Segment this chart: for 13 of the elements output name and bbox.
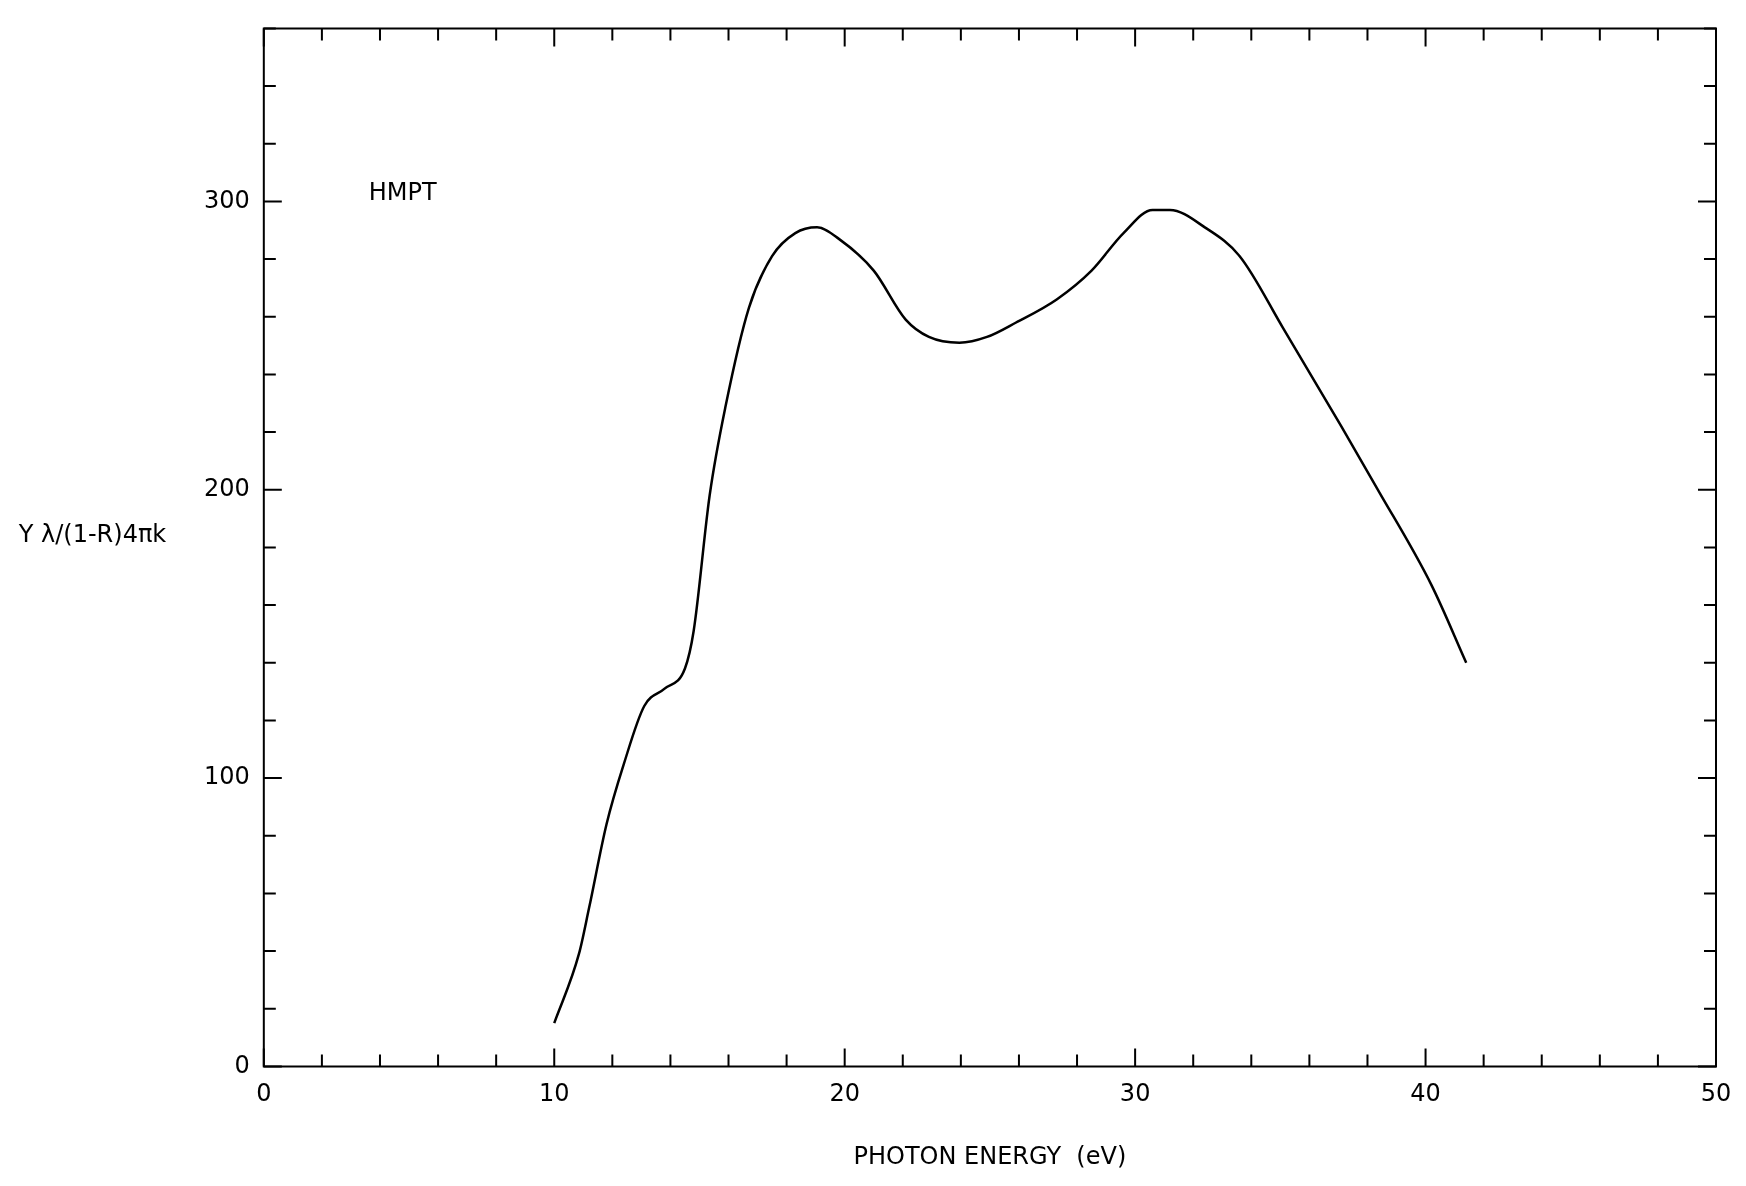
x-tick-label: 40	[1410, 1079, 1441, 1108]
y-tick-label: 300	[204, 185, 250, 214]
x-axis-title: PHOTON ENERGY (eV)	[853, 1141, 1127, 1170]
y-tick-label: 100	[204, 762, 250, 791]
annotation: HMPT	[368, 177, 438, 206]
x-tick-label: 10	[538, 1079, 570, 1108]
x-tick-label: 50	[1700, 1079, 1732, 1108]
y-tick-label: 200	[204, 473, 250, 502]
y-tick-label: 0	[234, 1050, 250, 1079]
y-axis-title: Y λ/(1-R)4πk	[17, 520, 168, 548]
x-tick-label: 20	[829, 1079, 860, 1108]
x-tick-label: 0	[256, 1079, 272, 1108]
x-tick-label: 30	[1119, 1079, 1151, 1108]
